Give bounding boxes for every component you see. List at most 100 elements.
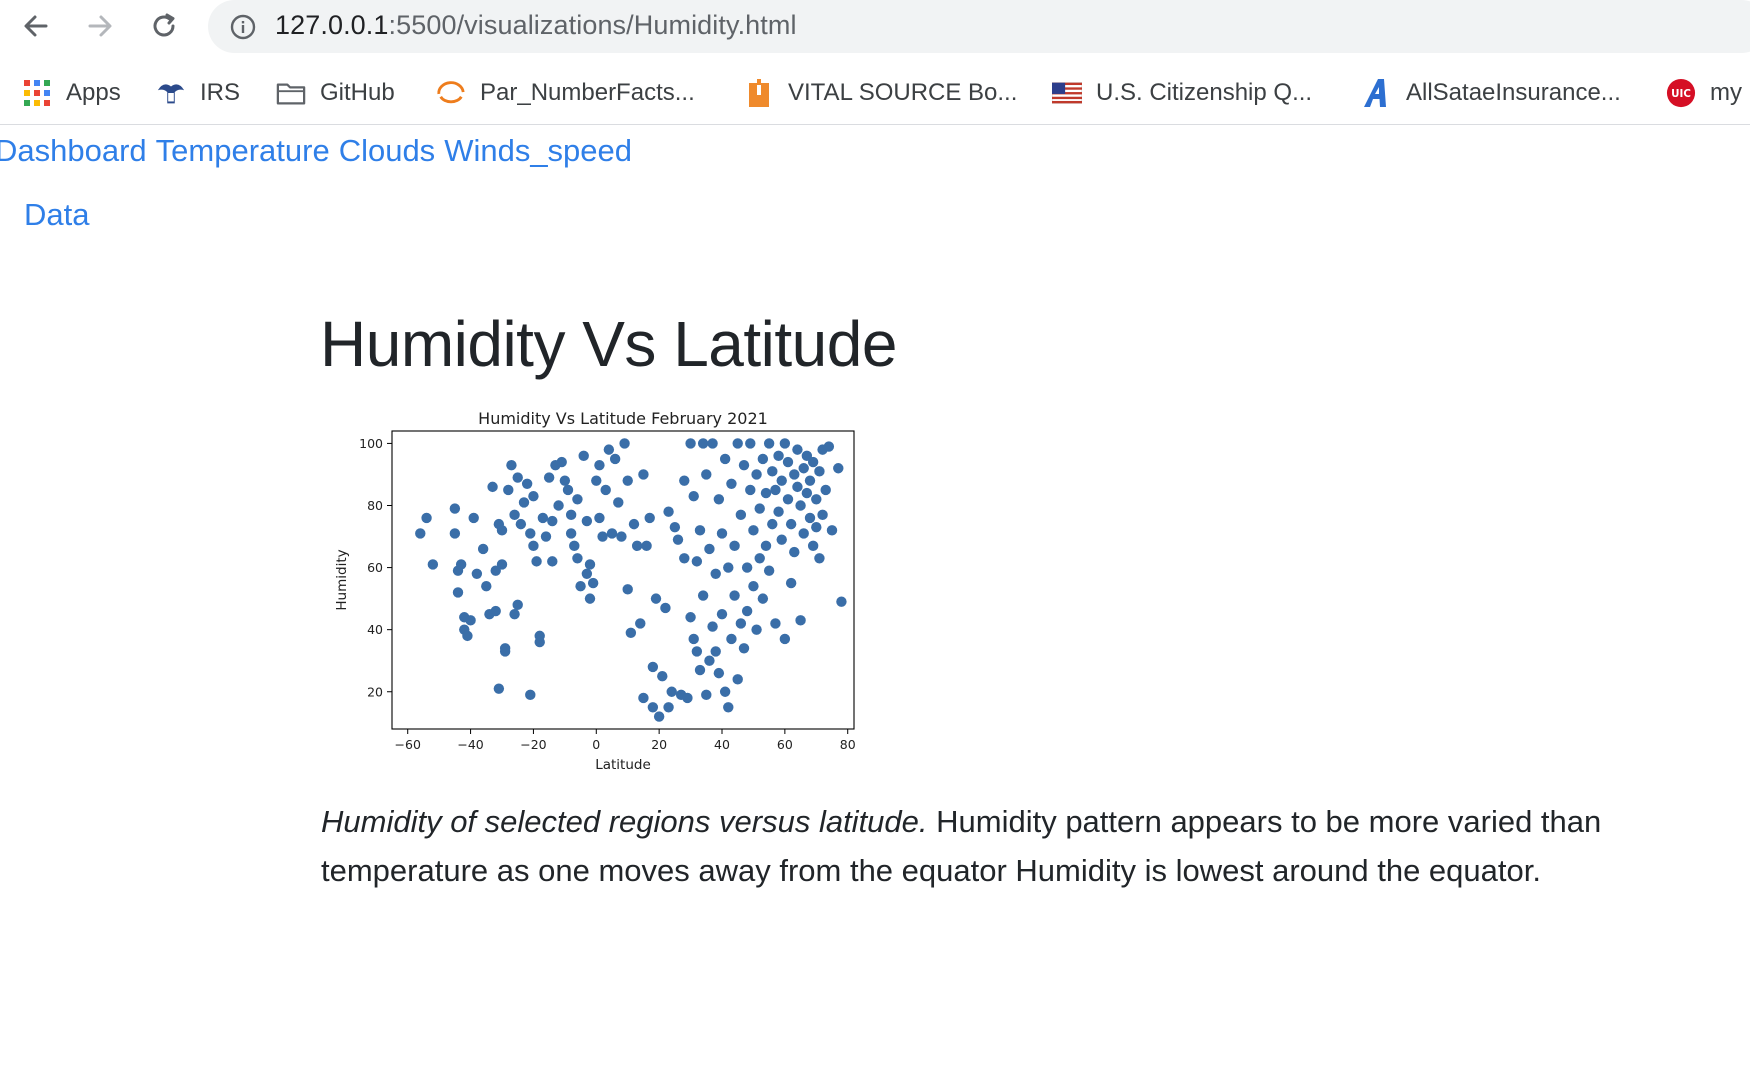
url-path: :5500/visualizations/Humidity.html — [388, 10, 797, 40]
data-point — [515, 518, 527, 530]
nav-link-temperature[interactable]: Temperature — [155, 133, 330, 168]
bookmark-apps[interactable]: Apps — [22, 76, 121, 110]
back-button[interactable] — [16, 6, 56, 46]
x-tick-label: −40 — [457, 737, 483, 752]
data-point — [801, 487, 813, 499]
data-point — [679, 475, 690, 486]
data-point — [663, 506, 674, 517]
data-point — [795, 615, 806, 626]
data-point — [701, 469, 712, 480]
bookmark-label: Apps — [66, 79, 121, 106]
data-point — [798, 528, 809, 539]
bookmark-par-numberfacts[interactable]: Par_NumberFacts... — [436, 76, 695, 110]
address-bar[interactable]: 127.0.0.1:5500/visualizations/Humidity.h… — [208, 0, 1750, 53]
page-title: Humidity Vs Latitude — [320, 308, 897, 380]
data-point — [481, 581, 492, 592]
data-point — [415, 528, 426, 539]
data-point — [814, 466, 825, 477]
data-point — [726, 633, 737, 645]
data-point — [763, 565, 775, 576]
nav-link-winds-speed[interactable]: Winds_speed — [444, 133, 633, 168]
data-point — [811, 494, 822, 505]
data-point — [745, 438, 756, 449]
data-point — [537, 512, 549, 524]
data-point — [792, 481, 803, 493]
data-point — [540, 531, 552, 542]
data-point — [685, 612, 696, 623]
data-point — [792, 444, 803, 455]
data-point — [694, 664, 706, 676]
data-point — [600, 484, 611, 496]
nav-link-clouds[interactable]: Clouds — [338, 133, 436, 168]
bookmark-my[interactable]: UIC my — [1666, 76, 1742, 110]
reload-icon — [153, 13, 175, 37]
data-point — [421, 512, 432, 524]
data-point — [647, 702, 659, 713]
data-point — [512, 599, 523, 611]
bookmark-us-citizenship[interactable]: U.S. Citizenship Q... — [1052, 76, 1312, 110]
data-point — [682, 692, 693, 704]
x-tick-label: 20 — [651, 737, 667, 752]
reload-button[interactable] — [144, 6, 184, 46]
data-point — [785, 518, 797, 530]
data-point — [587, 577, 599, 589]
bookmark-vital-source[interactable]: VITAL SOURCE Bo... — [744, 76, 1017, 110]
forward-button[interactable] — [80, 6, 120, 46]
url-text[interactable]: 127.0.0.1:5500/visualizations/Humidity.h… — [275, 10, 797, 41]
bookmark-irs[interactable]: IRS — [156, 76, 240, 110]
data-point — [804, 475, 816, 486]
data-point — [594, 459, 605, 471]
bookmark-allsatae-insurance[interactable]: AllSataeInsurance... — [1362, 76, 1621, 110]
irs-eagle-icon — [156, 78, 186, 108]
data-point — [528, 540, 539, 552]
data-point — [729, 540, 740, 552]
data-point — [776, 534, 787, 545]
data-point — [584, 559, 596, 570]
data-point — [820, 484, 831, 496]
data-point — [833, 463, 844, 474]
data-point — [738, 459, 750, 471]
bookmark-label: my — [1710, 79, 1742, 106]
bookmark-label: AllSataeInsurance... — [1406, 79, 1621, 106]
data-point — [817, 509, 828, 521]
data-point — [694, 525, 706, 536]
y-tick-label: 60 — [367, 560, 383, 575]
data-point — [635, 618, 646, 629]
data-point — [638, 692, 649, 704]
data-point — [710, 568, 721, 579]
data-point — [710, 646, 721, 657]
bookmark-label: IRS — [200, 79, 241, 106]
data-point — [584, 593, 596, 604]
data-point — [782, 494, 794, 505]
data-point — [751, 624, 762, 635]
data-point — [697, 590, 709, 601]
par-logo-icon — [436, 78, 466, 108]
data-point — [509, 509, 520, 521]
data-point — [547, 556, 558, 567]
bookmark-github[interactable]: GitHub — [276, 76, 395, 110]
chart-svg: Humidity Vs Latitude February 2021 −60 −40… — [334, 409, 856, 773]
data-point — [509, 608, 520, 620]
data-point — [713, 494, 725, 505]
data-point — [751, 469, 762, 480]
bookmark-label: GitHub — [320, 79, 395, 106]
back-arrow-icon — [24, 15, 48, 37]
caption-italic: Humidity of selected regions versus lati… — [321, 804, 928, 839]
page-content: Dashboard Temperature Clouds Winds_speed Da… — [0, 125, 1750, 1068]
data-point — [663, 702, 674, 713]
nav-link-dashboard[interactable]: Dashboard — [0, 133, 147, 168]
data-point — [789, 469, 800, 480]
data-point — [603, 444, 615, 455]
data-point — [569, 540, 580, 552]
allstate-a-icon — [1362, 78, 1392, 108]
data-point — [572, 553, 583, 564]
data-point — [609, 453, 621, 465]
uic-badge-icon: UIC — [1666, 78, 1696, 108]
nav-link-data[interactable]: Data — [24, 197, 90, 232]
data-point — [713, 667, 725, 679]
data-point — [606, 528, 618, 539]
data-point — [619, 438, 630, 449]
data-point — [688, 490, 699, 502]
y-axis-label: Humidity — [334, 549, 350, 610]
data-point — [506, 459, 517, 471]
